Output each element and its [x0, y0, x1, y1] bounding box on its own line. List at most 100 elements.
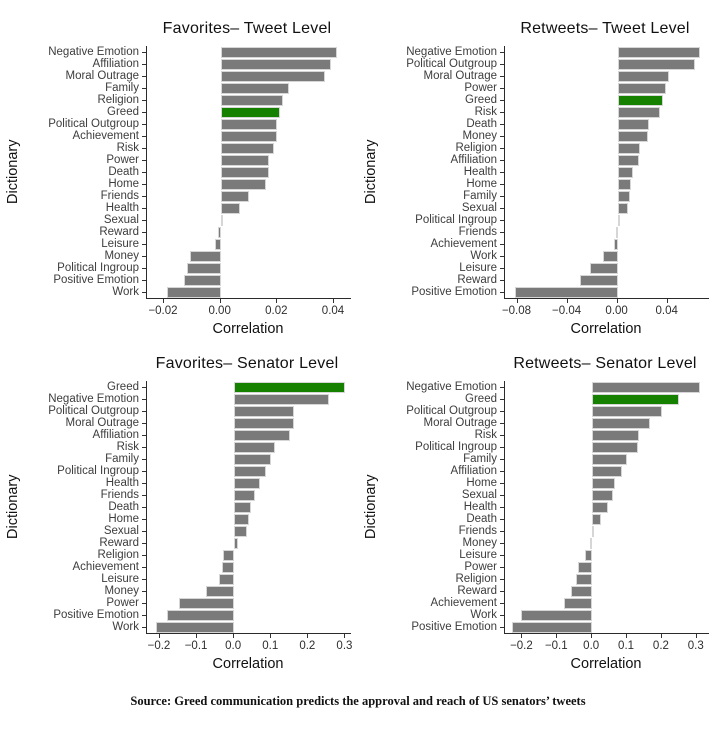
bar-health [234, 477, 261, 489]
category-label-death: Death [466, 513, 497, 525]
plot-area [146, 46, 351, 299]
category-label-political-outgroup: Political Outgroup [406, 405, 497, 417]
y-tick-mark [500, 100, 504, 101]
category-label-family: Family [105, 82, 139, 94]
bar-positive-emotion [515, 286, 618, 298]
bar-money [617, 130, 648, 142]
x-axis: −0.02 0.00 0.02 0.04 [146, 299, 350, 321]
category-label-death: Death [108, 166, 139, 178]
bar-reward [217, 226, 221, 238]
x-tick-mark [163, 299, 164, 303]
bar-family [617, 190, 631, 202]
x-tick-label: 0.0 [225, 640, 242, 652]
y-tick-mark [500, 483, 504, 484]
bar-power [578, 561, 593, 573]
y-tick-mark [142, 495, 146, 496]
y-tick-mark [142, 148, 146, 149]
category-label-religion: Religion [455, 142, 497, 154]
y-tick-mark [142, 160, 146, 161]
category-label-achievement: Achievement [72, 130, 139, 142]
y-tick-mark [500, 172, 504, 173]
bar-money [206, 585, 235, 597]
x-tick-mark [566, 299, 568, 303]
y-tick-mark [500, 447, 504, 448]
category-label-achievement: Achievement [72, 561, 139, 573]
bar-risk [592, 429, 640, 441]
x-tick-mark [333, 299, 334, 303]
y-tick-mark [500, 495, 504, 496]
y-tick-mark [142, 112, 146, 113]
bar-sexual [220, 214, 224, 226]
bar-money [189, 250, 221, 262]
y-tick-mark [500, 76, 504, 77]
bar-achievement [220, 130, 278, 142]
x-tick-mark [270, 634, 272, 638]
category-label-positive-emotion: Positive Emotion [53, 274, 139, 286]
category-label-risk: Risk [116, 441, 139, 453]
x-tick-mark [344, 634, 346, 638]
category-label-leisure: Leisure [101, 573, 139, 585]
y-tick-mark [142, 555, 146, 556]
category-label-health: Health [105, 202, 139, 214]
category-label-health: Health [463, 166, 497, 178]
x-tick-label: 0.04 [321, 305, 345, 317]
y-tick-mark [500, 112, 504, 113]
y-tick-mark [142, 531, 146, 532]
bar-sexual [592, 489, 614, 501]
category-label-affiliation: Affiliation [92, 58, 139, 70]
category-label-sexual: Sexual [103, 214, 139, 226]
x-tick-label: −0.08 [501, 305, 532, 317]
category-label-home: Home [108, 513, 139, 525]
category-label-affiliation: Affiliation [92, 429, 139, 441]
category-label-positive-emotion: Positive Emotion [411, 621, 497, 633]
bar-home [592, 477, 615, 489]
category-label-political-ingroup: Political Ingroup [415, 441, 497, 453]
plot-area [504, 46, 709, 299]
bar-death [592, 513, 601, 525]
bar-power [617, 82, 667, 94]
bar-sexual [617, 202, 628, 214]
category-label-family: Family [463, 453, 497, 465]
x-tick-label: 0.0 [583, 640, 600, 652]
y-tick-mark [500, 615, 504, 616]
category-label-achievement: Achievement [430, 238, 497, 250]
category-label-affiliation: Affiliation [450, 154, 497, 166]
y-tick-mark [500, 519, 504, 520]
category-label-death: Death [466, 118, 497, 130]
category-label-power: Power [464, 82, 497, 94]
y-tick-mark [142, 232, 146, 233]
x-tick-mark [556, 634, 558, 638]
category-label-negative-emotion: Negative Emotion [406, 46, 497, 58]
category-label-moral-outrage: Moral Outrage [423, 70, 497, 82]
bar-positive-emotion [167, 609, 235, 621]
category-label-health: Health [463, 501, 497, 513]
y-tick-mark [142, 615, 146, 616]
y-tick-mark [142, 124, 146, 125]
x-axis-label: Correlation [212, 321, 284, 337]
y-axis-category-labels: Negative Emotion Political Outgroup Moral … [380, 46, 504, 298]
y-tick-mark [500, 280, 504, 281]
chart-title: Favorites– Tweet Level [162, 20, 332, 37]
x-tick-label: 0.1 [618, 640, 635, 652]
panel-grid: Favorites– Tweet Level Dictionary Negati… [0, 12, 716, 682]
x-tick-label: 0.2 [652, 640, 669, 652]
bar-leisure [585, 549, 593, 561]
panel-favorites-tweet-level: Favorites– Tweet Level Dictionary Negati… [0, 12, 358, 347]
y-tick-mark [500, 52, 504, 53]
category-label-positive-emotion: Positive Emotion [411, 286, 497, 298]
x-tick-label: −0.04 [552, 305, 582, 317]
category-label-political-ingroup: Political Ingroup [57, 262, 139, 274]
x-tick-label: −0.2 [510, 640, 533, 652]
y-tick-mark [500, 423, 504, 424]
category-label-affiliation: Affiliation [450, 465, 497, 477]
x-tick-mark [616, 299, 618, 303]
y-tick-mark [500, 148, 504, 149]
y-tick-mark [500, 208, 504, 209]
bar-home [617, 178, 632, 190]
category-label-greed: Greed [465, 94, 497, 106]
bar-leisure [590, 262, 618, 274]
bar-work [166, 286, 221, 298]
y-tick-mark [142, 88, 146, 89]
bar-affiliation [592, 465, 622, 477]
